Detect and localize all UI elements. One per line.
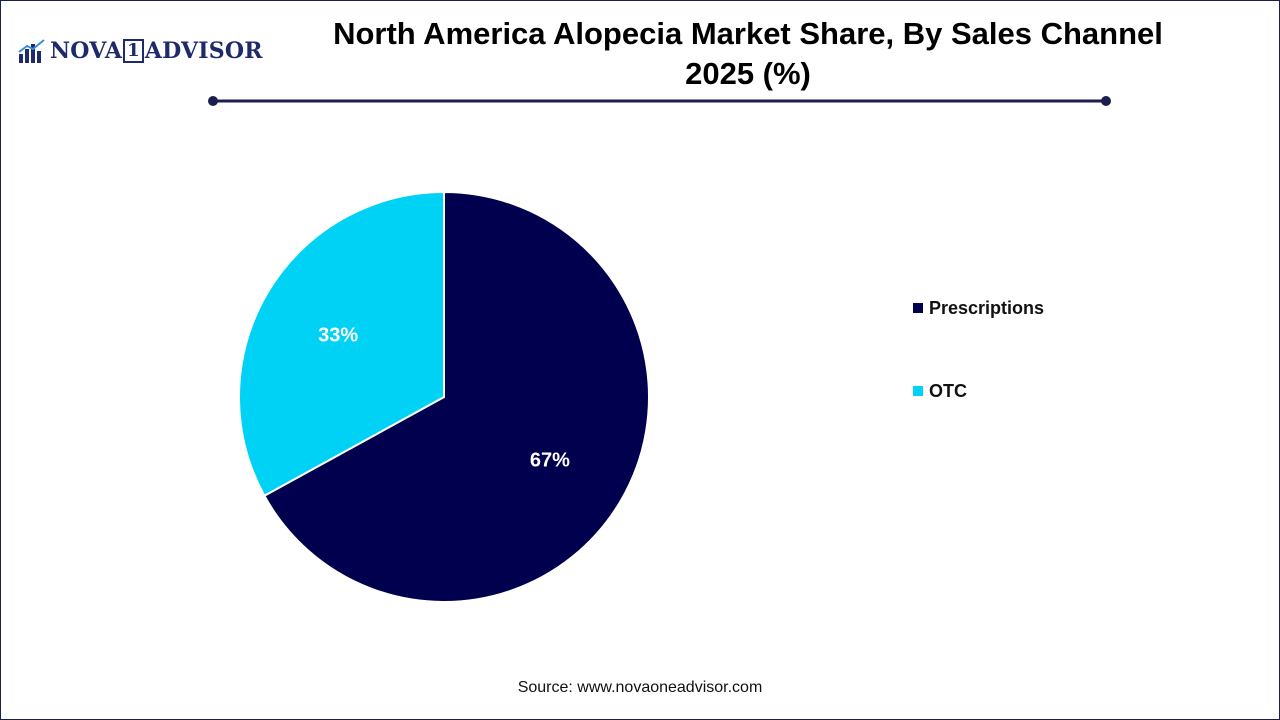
chart-title: North America Alopecia Market Share, By … [240, 14, 1256, 94]
logo-wordmark: NOVA 1 ADVISOR [50, 38, 263, 64]
slice-value-label-otc: 33% [318, 324, 358, 346]
legend-label-prescriptions: Prescriptions [929, 298, 1044, 318]
chart-title-line-1: North America Alopecia Market Share, By … [333, 16, 1163, 51]
legend-swatch-prescriptions [913, 303, 923, 313]
pie-slice-otc [238, 190, 445, 498]
legend-label-otc: OTC [929, 381, 967, 401]
slice-value-label-prescriptions: 67% [530, 450, 570, 472]
source-note: Source: www.novaoneadvisor.com [517, 679, 763, 696]
nova-advisor-logo: NOVA 1 ADVISOR [18, 36, 263, 66]
chart-title-line-2: 2025 (%) [685, 56, 811, 91]
bar-chart-logo-icon [18, 39, 45, 63]
pie-slice-prescriptions [262, 190, 650, 603]
legend-swatch-otc [913, 386, 923, 396]
